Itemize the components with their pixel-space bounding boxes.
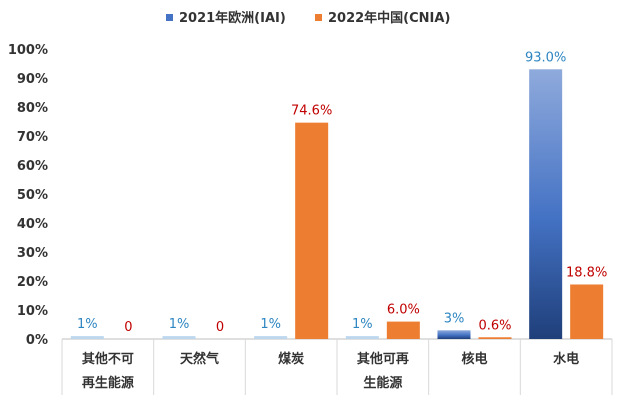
bar: [70, 336, 104, 339]
bar: [254, 336, 288, 339]
y-tick-label: 80%: [17, 101, 48, 116]
x-tick-label: 其他可再生能源: [357, 351, 409, 391]
y-axis: 0% 10% 20% 30% 40% 50% 60% 70% 80% 90% 100%: [8, 43, 48, 348]
y-tick-label: 100%: [8, 43, 48, 58]
data-label: 74.6%: [291, 104, 332, 119]
bar: [437, 330, 471, 339]
y-tick-label: 20%: [17, 275, 48, 290]
y-tick-label: 40%: [17, 217, 48, 232]
data-label: 0: [216, 320, 224, 335]
x-tick-label: 天然气: [180, 351, 219, 367]
y-tick-label: 60%: [17, 159, 48, 174]
data-label: 1%: [169, 317, 190, 332]
y-tick-label: 0%: [26, 333, 48, 348]
y-tick-label: 70%: [17, 130, 48, 145]
y-tick-label: 10%: [17, 304, 48, 319]
x-tick-label: 其他不可再生能源: [82, 351, 134, 391]
y-tick-label: 90%: [17, 72, 48, 87]
x-tick-label: 水电: [553, 351, 579, 367]
data-label: 93.0%: [525, 50, 566, 65]
data-labels: 1% 1% 1% 1% 3% 93.0% 0 0 74.6% 6.0% 0.6% 18.8%: [77, 50, 607, 335]
data-label: 3%: [444, 311, 465, 326]
bar: [529, 69, 563, 340]
data-label: 1%: [352, 317, 373, 332]
bar: [162, 336, 196, 339]
x-axis: 其他不可再生能源 天然气 煤炭 其他可再生能源 核电 水电: [61, 338, 613, 395]
legend-label: 2022年中国(CNIA): [328, 10, 450, 26]
data-label: 0: [124, 320, 132, 335]
data-label: 18.8%: [566, 265, 607, 280]
bars: [70, 69, 604, 340]
legend-swatch: [315, 14, 322, 21]
bar: [295, 122, 329, 339]
legend-swatch: [166, 14, 173, 21]
data-label: 1%: [77, 317, 98, 332]
x-tick-label: 煤炭: [278, 351, 304, 367]
bar: [345, 336, 379, 339]
bar: [478, 337, 512, 339]
data-label: 6.0%: [387, 303, 420, 318]
legend: 2021年欧洲(IAI) 2022年中国(CNIA): [166, 10, 450, 26]
bar: [386, 321, 420, 339]
bar: [570, 284, 604, 339]
x-tick-label: 核电: [461, 351, 487, 367]
y-tick-label: 30%: [17, 246, 48, 261]
data-label: 0.6%: [478, 318, 511, 333]
data-label: 1%: [260, 317, 281, 332]
legend-label: 2021年欧洲(IAI): [179, 10, 286, 26]
y-tick-label: 50%: [17, 188, 48, 203]
